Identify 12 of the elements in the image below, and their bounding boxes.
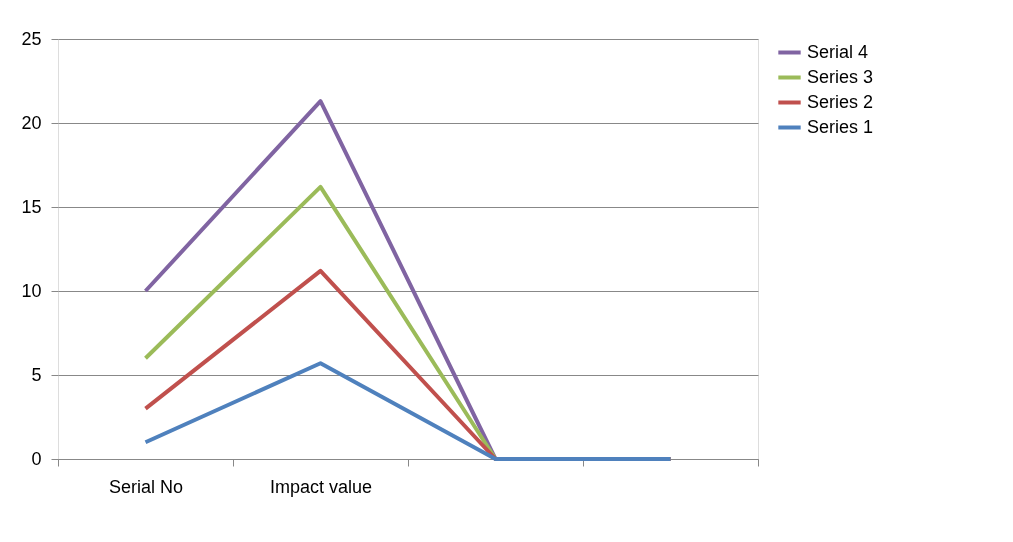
x-tick-label: Impact value — [269, 476, 373, 497]
y-tick-label: 5 — [31, 364, 42, 385]
legend-label: Series 1 — [807, 116, 874, 137]
y-tick-label: 20 — [21, 112, 42, 133]
legend-label: Serial 4 — [807, 41, 869, 62]
y-tick-label: 10 — [21, 280, 42, 301]
x-tick-label: Serial No — [108, 476, 184, 497]
y-tick-label: 25 — [21, 28, 42, 49]
y-tick-label: 0 — [31, 448, 42, 469]
legend-label: Series 2 — [807, 91, 874, 112]
y-tick-label: 15 — [21, 196, 42, 217]
legend-label: Series 3 — [807, 66, 874, 87]
